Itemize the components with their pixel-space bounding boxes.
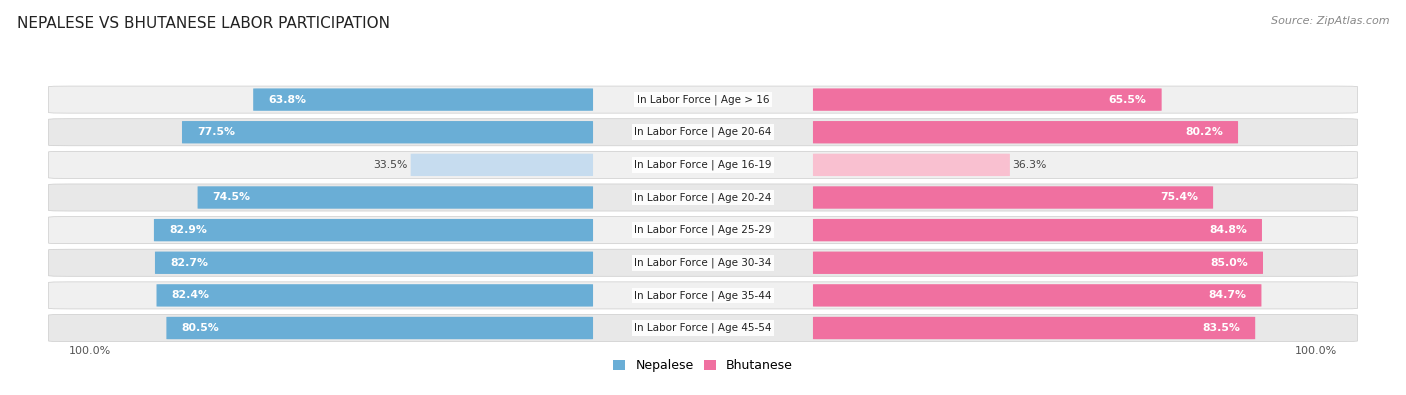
Text: 83.5%: 83.5% <box>1202 323 1240 333</box>
Text: In Labor Force | Age 20-24: In Labor Force | Age 20-24 <box>634 192 772 203</box>
Text: 84.8%: 84.8% <box>1209 225 1247 235</box>
Text: 82.9%: 82.9% <box>169 225 207 235</box>
Text: 82.4%: 82.4% <box>172 290 209 300</box>
FancyBboxPatch shape <box>48 118 1358 146</box>
FancyBboxPatch shape <box>813 284 1261 307</box>
FancyBboxPatch shape <box>813 154 1010 176</box>
FancyBboxPatch shape <box>48 216 1358 244</box>
Text: 100.0%: 100.0% <box>69 346 111 356</box>
FancyBboxPatch shape <box>198 186 593 209</box>
Text: In Labor Force | Age 20-64: In Labor Force | Age 20-64 <box>634 127 772 137</box>
FancyBboxPatch shape <box>411 154 593 176</box>
FancyBboxPatch shape <box>813 88 1161 111</box>
Text: In Labor Force | Age 35-44: In Labor Force | Age 35-44 <box>634 290 772 301</box>
Text: 80.5%: 80.5% <box>181 323 219 333</box>
Text: 74.5%: 74.5% <box>212 192 250 203</box>
FancyBboxPatch shape <box>155 252 593 274</box>
Legend: Nepalese, Bhutanese: Nepalese, Bhutanese <box>607 354 799 377</box>
FancyBboxPatch shape <box>48 151 1358 179</box>
Text: In Labor Force | Age 45-54: In Labor Force | Age 45-54 <box>634 323 772 333</box>
Text: 77.5%: 77.5% <box>197 127 235 137</box>
Text: In Labor Force | Age 16-19: In Labor Force | Age 16-19 <box>634 160 772 170</box>
FancyBboxPatch shape <box>813 186 1213 209</box>
Text: 82.7%: 82.7% <box>170 258 208 268</box>
Text: Source: ZipAtlas.com: Source: ZipAtlas.com <box>1271 16 1389 26</box>
Text: 85.0%: 85.0% <box>1211 258 1249 268</box>
Text: 63.8%: 63.8% <box>269 95 307 105</box>
FancyBboxPatch shape <box>253 88 593 111</box>
Text: 33.5%: 33.5% <box>374 160 408 170</box>
FancyBboxPatch shape <box>153 219 593 241</box>
FancyBboxPatch shape <box>48 314 1358 342</box>
FancyBboxPatch shape <box>156 284 593 307</box>
FancyBboxPatch shape <box>181 121 593 143</box>
FancyBboxPatch shape <box>813 219 1263 241</box>
FancyBboxPatch shape <box>48 86 1358 113</box>
FancyBboxPatch shape <box>166 317 593 339</box>
Text: In Labor Force | Age > 16: In Labor Force | Age > 16 <box>637 94 769 105</box>
FancyBboxPatch shape <box>48 184 1358 211</box>
Text: In Labor Force | Age 25-29: In Labor Force | Age 25-29 <box>634 225 772 235</box>
Text: In Labor Force | Age 30-34: In Labor Force | Age 30-34 <box>634 258 772 268</box>
FancyBboxPatch shape <box>48 249 1358 276</box>
Text: 65.5%: 65.5% <box>1108 95 1146 105</box>
Text: 80.2%: 80.2% <box>1185 127 1223 137</box>
Text: 100.0%: 100.0% <box>1295 346 1337 356</box>
Text: NEPALESE VS BHUTANESE LABOR PARTICIPATION: NEPALESE VS BHUTANESE LABOR PARTICIPATIO… <box>17 16 389 31</box>
Text: 84.7%: 84.7% <box>1208 290 1246 300</box>
FancyBboxPatch shape <box>813 317 1256 339</box>
FancyBboxPatch shape <box>48 282 1358 309</box>
FancyBboxPatch shape <box>813 121 1239 143</box>
FancyBboxPatch shape <box>813 252 1263 274</box>
Text: 75.4%: 75.4% <box>1160 192 1198 203</box>
Text: 36.3%: 36.3% <box>1012 160 1047 170</box>
